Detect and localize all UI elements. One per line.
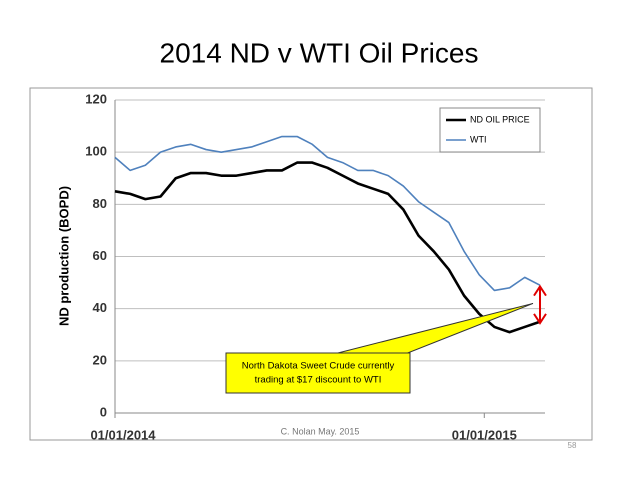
x-tick-label: 01/01/2014 <box>90 427 156 442</box>
y-tick-label: 40 <box>93 300 107 315</box>
arrow-head <box>533 313 547 325</box>
series-line <box>114 135 541 292</box>
x-tick-label: 01/01/2015 <box>452 427 517 442</box>
y-tick-label: 120 <box>85 91 107 106</box>
y-tick-label: 60 <box>93 248 107 263</box>
legend-box <box>439 107 541 153</box>
callout-box <box>225 352 411 394</box>
y-axis-label: ND production (BOPD) <box>56 186 71 326</box>
chart-title: 2014 ND v WTI Oil Prices <box>160 37 479 68</box>
y-tick-label: 20 <box>93 352 107 367</box>
arrow-head <box>533 284 547 297</box>
legend-label: ND OIL PRICE <box>470 114 530 124</box>
y-tick-label: 0 <box>100 404 107 419</box>
legend-label: WTI <box>470 134 487 144</box>
page-number: 58 <box>568 441 577 450</box>
y-tick-label: 80 <box>93 196 107 211</box>
footer: C. Nolan May. 2015 <box>281 426 360 436</box>
y-tick-label: 100 <box>85 144 107 159</box>
series-line <box>114 161 541 334</box>
callout-text: trading at $17 discount to WTI <box>255 375 382 386</box>
callout-text: North Dakota Sweet Crude currently <box>242 361 395 372</box>
chart-frame <box>29 87 593 441</box>
